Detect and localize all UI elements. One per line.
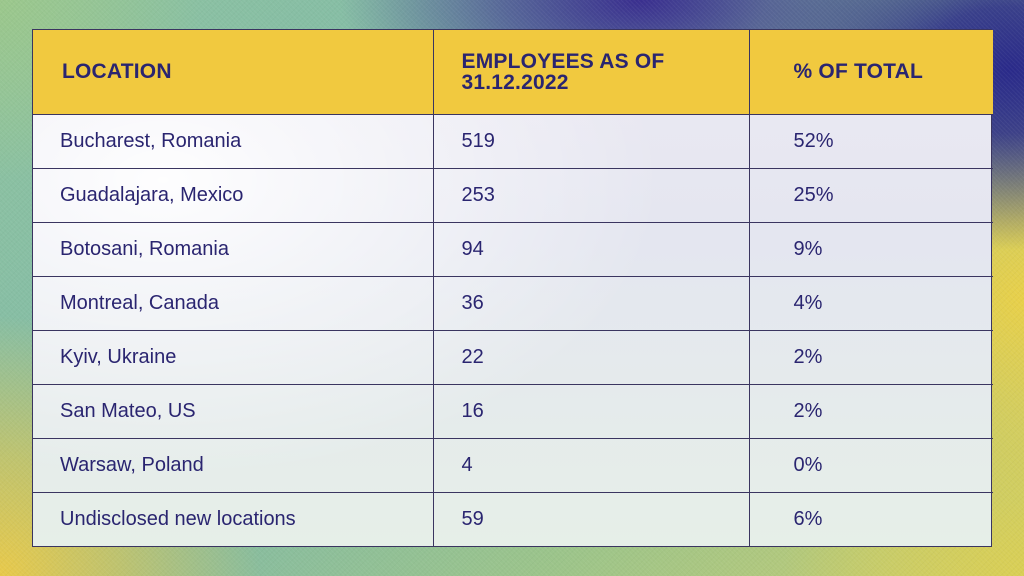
table-header-row: LOCATION EMPLOYEES AS OF 31.12.2022 % OF… [33,30,993,115]
cell-employees: 519 [433,114,750,169]
table-row: Warsaw, Poland 4 0% [33,438,993,493]
cell-percent: 0% [749,438,993,493]
header-employees-line2: 31.12.2022 [461,70,569,94]
cell-employees: 59 [433,492,750,546]
cell-location: Guadalajara, Mexico [33,168,434,223]
cell-employees: 253 [433,168,750,223]
table-row: Undisclosed new locations 59 6% [33,492,993,546]
cell-percent: 25% [749,168,993,223]
header-employees: EMPLOYEES AS OF 31.12.2022 [433,30,750,115]
cell-location: Montreal, Canada [33,276,434,331]
header-location: LOCATION [33,30,434,115]
table-row: Montreal, Canada 36 4% [33,276,993,331]
cell-location: Warsaw, Poland [33,438,434,493]
employees-table: LOCATION EMPLOYEES AS OF 31.12.2022 % OF… [33,30,993,546]
header-employees-line1: EMPLOYEES AS OF [461,49,665,73]
cell-location: Botosani, Romania [33,222,434,277]
table-row: Bucharest, Romania 519 52% [33,114,993,169]
employees-table-panel: LOCATION EMPLOYEES AS OF 31.12.2022 % OF… [32,29,993,547]
cell-percent: 4% [749,276,993,331]
cell-location: Undisclosed new locations [33,492,434,546]
table-row: Botosani, Romania 94 9% [33,222,993,277]
cell-location: Kyiv, Ukraine [33,330,434,385]
cell-percent: 2% [749,330,993,385]
cell-location: Bucharest, Romania [33,114,434,169]
table-body: Bucharest, Romania 519 52% Guadalajara, Mex… [33,114,993,546]
cell-percent: 2% [749,384,993,439]
table-row: San Mateo, US 16 2% [33,384,993,439]
cell-percent: 52% [749,114,993,169]
cell-percent: 9% [749,222,993,277]
cell-employees: 4 [433,438,750,493]
cell-employees: 16 [433,384,750,439]
cell-employees: 94 [433,222,750,277]
cell-location: San Mateo, US [33,384,434,439]
cell-employees: 22 [433,330,750,385]
cell-employees: 36 [433,276,750,331]
header-percent: % OF TOTAL [749,30,993,115]
cell-percent: 6% [793,507,823,530]
table-row: Guadalajara, Mexico 253 25% [33,168,993,223]
table-row: Kyiv, Ukraine 22 2% [33,330,993,385]
